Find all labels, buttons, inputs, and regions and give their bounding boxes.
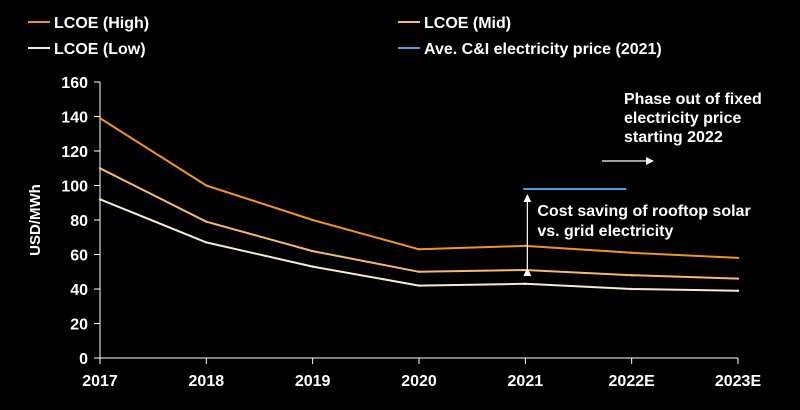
series-lcoe-mid-point-2022E	[630, 274, 633, 277]
legend-item-lcoe-mid-label: LCOE (Mid)	[424, 15, 511, 32]
y-axis-title: USD/MWh	[27, 184, 44, 256]
y-tick-label-160: 160	[61, 75, 88, 92]
series-lcoe-mid-point-2018	[205, 220, 208, 223]
cost-saving-label-line-2: vs. grid electricity	[537, 223, 673, 240]
series-lcoe-mid-point-2017	[98, 167, 102, 170]
x-tick-label-2022E: 2022E	[609, 373, 656, 390]
legend-item-lcoe-high-label: LCOE (High)	[54, 15, 149, 32]
y-tick-label-80: 80	[70, 213, 88, 230]
series-lcoe-low-point-2017	[98, 198, 102, 201]
x-tick-label-2018: 2018	[189, 373, 225, 390]
y-tick-label-20: 20	[70, 317, 88, 334]
series-lcoe-mid-point-2023E	[736, 277, 740, 280]
series-lcoe-high-point-2017	[98, 117, 102, 120]
series-lcoe-high-point-2021	[524, 244, 527, 248]
series-lcoe-low-point-2021	[524, 282, 527, 286]
series-lcoe-high-point-2018	[205, 184, 208, 187]
x-tick-label-2017: 2017	[82, 373, 118, 390]
x-tick-label-2021: 2021	[508, 373, 544, 390]
series-lcoe-low-point-2022E	[630, 287, 633, 291]
y-tick-label-40: 40	[70, 282, 88, 299]
legend-item-ci-price-label: Ave. C&I electricity price (2021)	[424, 41, 662, 58]
phase-out-label-line-2: electricity price	[624, 110, 742, 127]
cost-saving-label-line-1: Cost saving of rooftop solar	[537, 203, 750, 220]
y-tick-label-100: 100	[61, 179, 88, 196]
series-lcoe-mid-point-2021	[524, 268, 527, 272]
y-tick-label-60: 60	[70, 248, 88, 265]
series-lcoe-low-point-2019	[311, 265, 314, 268]
phase-out-label-line-3: starting 2022	[624, 129, 723, 146]
y-tick-label-120: 120	[61, 144, 88, 161]
series-lcoe-low-point-2023E	[736, 289, 740, 292]
annotations: Cost saving of rooftop solar vs. grid ele…	[523, 91, 762, 277]
phase-out-label-line-1: Phase out of fixed	[624, 91, 762, 108]
series-lcoe-low-point-2020	[417, 284, 421, 287]
series-lcoe-high-point-2022E	[630, 251, 633, 254]
legend: LCOE (High) LCOE (Mid) LCOE (Low) Ave. C&I …	[28, 15, 662, 58]
x-tick-label-2020: 2020	[401, 373, 437, 390]
series-lines	[98, 117, 740, 292]
x-tick-label-2019: 2019	[295, 373, 331, 390]
y-tick-label-0: 0	[79, 351, 88, 368]
series-lcoe-high-point-2023E	[736, 256, 740, 260]
series-lcoe-low-point-2018	[205, 241, 208, 244]
series-lcoe-mid-point-2019	[311, 249, 314, 253]
series-lcoe-high-point-2020	[417, 248, 421, 251]
series-lcoe-mid-point-2020	[417, 270, 421, 273]
x-tick-label-2023E: 2023E	[715, 373, 762, 390]
axes: 0 20 40 60 80 100 120 140 160 2017 2018 2019 2020 202…	[27, 75, 761, 390]
y-tick-label-140: 140	[61, 110, 88, 127]
legend-item-lcoe-low-label: LCOE (Low)	[54, 41, 146, 58]
series-lcoe-high-point-2019	[311, 218, 314, 222]
